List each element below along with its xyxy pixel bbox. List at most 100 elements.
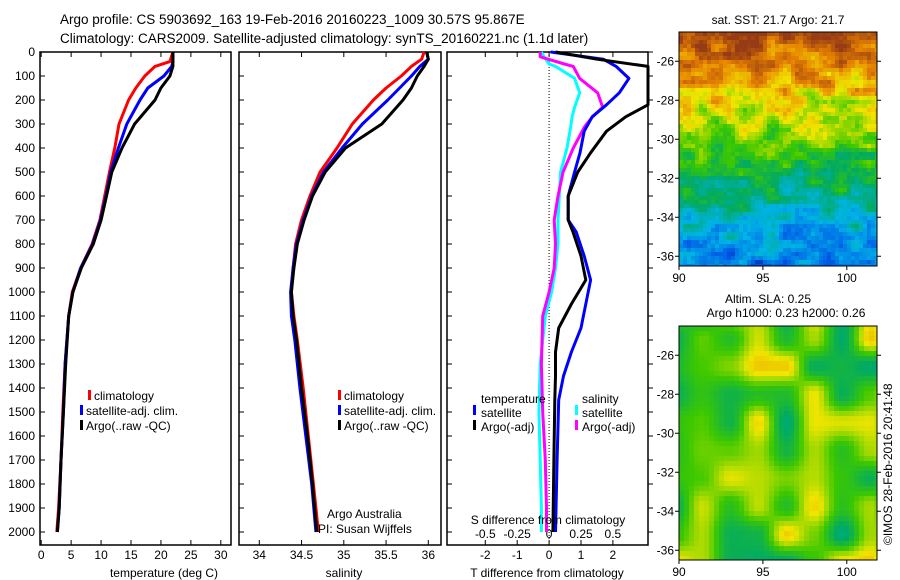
- map-cell: [794, 356, 799, 361]
- map-cell: [704, 341, 709, 346]
- map-cell: [849, 501, 854, 506]
- map-cell: [704, 471, 709, 476]
- map-cell: [811, 44, 815, 48]
- map-cell: [683, 204, 687, 208]
- map-cell: [724, 521, 729, 526]
- map-cell: [789, 461, 794, 466]
- map-cell: [859, 88, 863, 92]
- map-cell: [774, 551, 779, 556]
- map-cell: [829, 406, 834, 411]
- map-cell: [767, 236, 771, 240]
- map-cell: [769, 481, 774, 486]
- map-cell: [735, 192, 739, 196]
- map-cell: [803, 84, 807, 88]
- map-cell: [727, 240, 731, 244]
- map-cell: [871, 248, 875, 252]
- map-cell: [743, 52, 747, 56]
- map-cell: [859, 256, 863, 260]
- map-cell: [707, 208, 711, 212]
- map-cell: [859, 112, 863, 116]
- map-cell: [729, 441, 734, 446]
- map-cell: [731, 120, 735, 124]
- map-cell: [799, 168, 803, 172]
- map-cell: [679, 160, 683, 164]
- map-cell: [694, 436, 699, 441]
- map-cell: [779, 526, 784, 531]
- map-cell: [727, 72, 731, 76]
- map-cell: [759, 376, 764, 381]
- map-cell: [691, 148, 695, 152]
- map-cell: [739, 336, 744, 341]
- map-cell: [715, 60, 719, 64]
- map-cell: [774, 391, 779, 396]
- map-cell: [695, 192, 699, 196]
- map-cell: [859, 381, 864, 386]
- map-cell: [707, 224, 711, 228]
- map-cell: [689, 506, 694, 511]
- map-cell: [839, 466, 844, 471]
- map-cell: [874, 421, 877, 426]
- map-cell: [735, 248, 739, 252]
- map-cell: [704, 386, 709, 391]
- map-cell: [839, 391, 844, 396]
- map-cell: [719, 252, 723, 256]
- map-cell: [695, 52, 699, 56]
- map-cell: [683, 212, 687, 216]
- map-cell: [779, 156, 783, 160]
- map-cell: [867, 84, 871, 88]
- map-cell: [799, 361, 804, 366]
- map-cell: [803, 120, 807, 124]
- map-cell: [864, 356, 869, 361]
- map-cell: [799, 521, 804, 526]
- map-cell: [859, 461, 864, 466]
- map-cell: [803, 124, 807, 128]
- map-frame: [678, 325, 878, 561]
- map-cell: [789, 526, 794, 531]
- map-cell: [715, 176, 719, 180]
- map-cell: [711, 148, 715, 152]
- map-cell: [755, 32, 759, 36]
- map-cell: [709, 351, 714, 356]
- map-cell: [694, 391, 699, 396]
- map-cell: [875, 200, 877, 204]
- map-cell: [859, 521, 864, 526]
- map-cell: [739, 501, 744, 506]
- map-cell: [843, 220, 847, 224]
- map-cell: [807, 196, 811, 200]
- map-cell: [709, 526, 714, 531]
- map-cell: [739, 212, 743, 216]
- map-cell: [834, 531, 839, 536]
- map-cell: [854, 486, 859, 491]
- map-cell: [771, 124, 775, 128]
- map-cell: [734, 341, 739, 346]
- map-cell: [835, 256, 839, 260]
- map-cell: [759, 116, 763, 120]
- map-cell: [875, 168, 877, 172]
- map-cell: [843, 48, 847, 52]
- map-cell: [704, 466, 709, 471]
- map-cell: [743, 116, 747, 120]
- map-cell: [679, 421, 684, 426]
- map-cell: [769, 556, 774, 560]
- map-cell: [769, 531, 774, 536]
- map-cell: [871, 252, 875, 256]
- y-tick-label: 1300: [8, 357, 35, 371]
- map-cell: [851, 132, 855, 136]
- map-cell: [767, 252, 771, 256]
- map-cell: [875, 92, 877, 96]
- map-cell: [747, 112, 751, 116]
- map-cell: [787, 172, 791, 176]
- map-cell: [783, 32, 787, 36]
- map-cell: [844, 426, 849, 431]
- map-cell: [859, 76, 863, 80]
- map-cell: [747, 260, 751, 264]
- map-cell: [691, 152, 695, 156]
- map-cell: [703, 136, 707, 140]
- map-cell: [815, 148, 819, 152]
- map-cell: [799, 386, 804, 391]
- map-cell: [839, 192, 843, 196]
- map-cell: [794, 551, 799, 556]
- x-tick-label: 36: [422, 548, 436, 562]
- map-cell: [767, 208, 771, 212]
